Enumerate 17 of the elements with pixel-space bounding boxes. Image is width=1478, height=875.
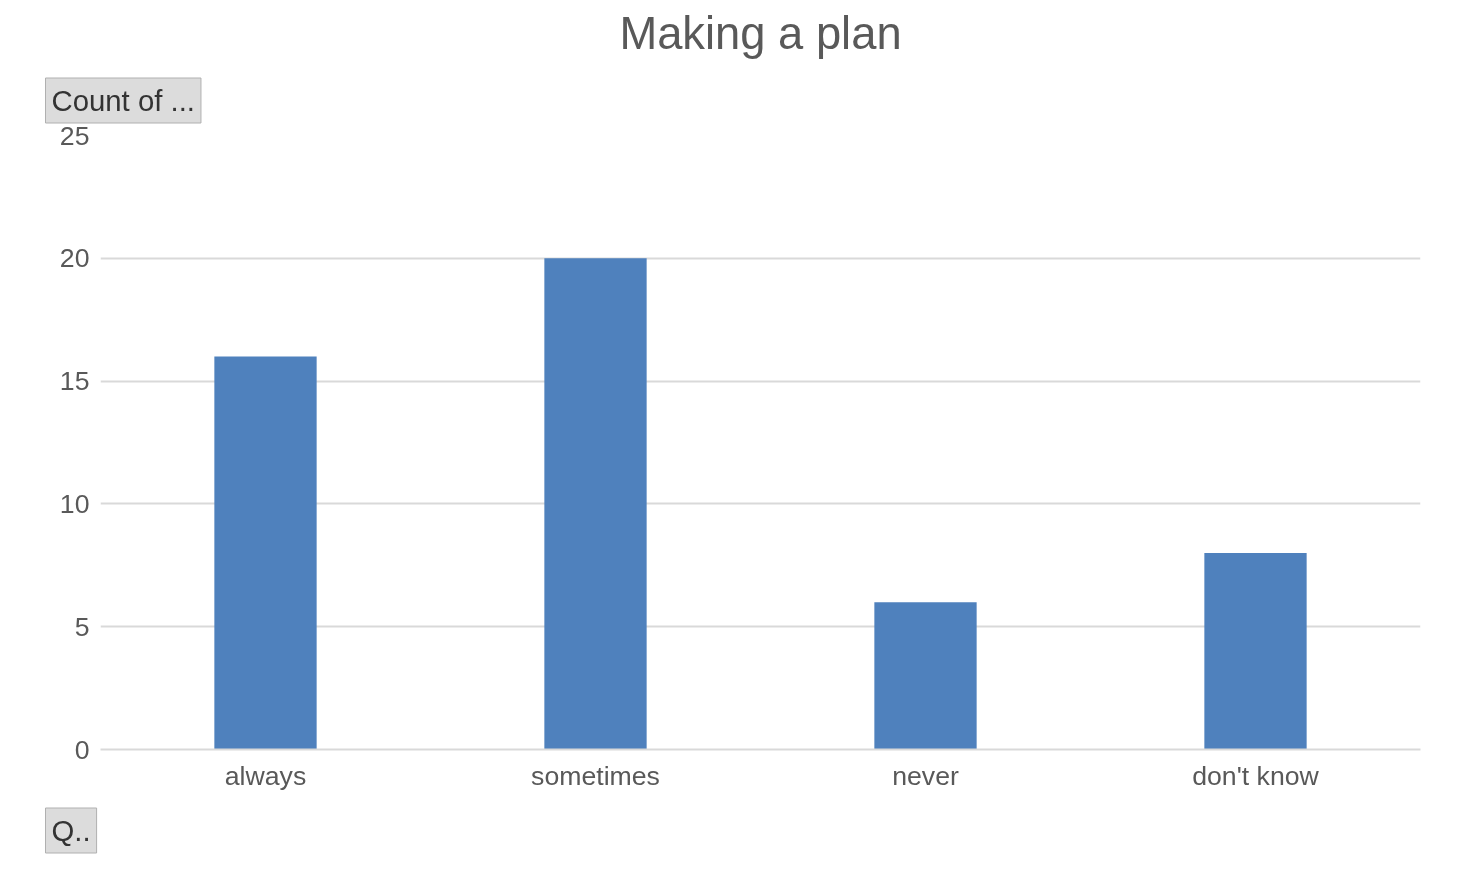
x-tick-label: don't know [1192, 760, 1320, 791]
y-tick-label: 0 [74, 734, 90, 765]
y-tick-label: 20 [59, 243, 90, 274]
text: Q.. [51, 814, 91, 847]
y-tick-label: 15 [59, 366, 90, 397]
bar [544, 258, 647, 750]
x-tick-label: sometimes [531, 760, 660, 791]
bar [874, 602, 977, 750]
y-tick-label: 25 [59, 120, 90, 151]
bar [1204, 553, 1307, 750]
x-tick-label: always [224, 760, 307, 791]
y-tick-label: 10 [59, 488, 90, 519]
bar [214, 356, 317, 750]
text: Count of ... [51, 84, 195, 117]
y-tick-label: 5 [74, 611, 90, 642]
chart-title: Making a plan [619, 7, 902, 59]
x-tick-label: never [892, 760, 959, 791]
